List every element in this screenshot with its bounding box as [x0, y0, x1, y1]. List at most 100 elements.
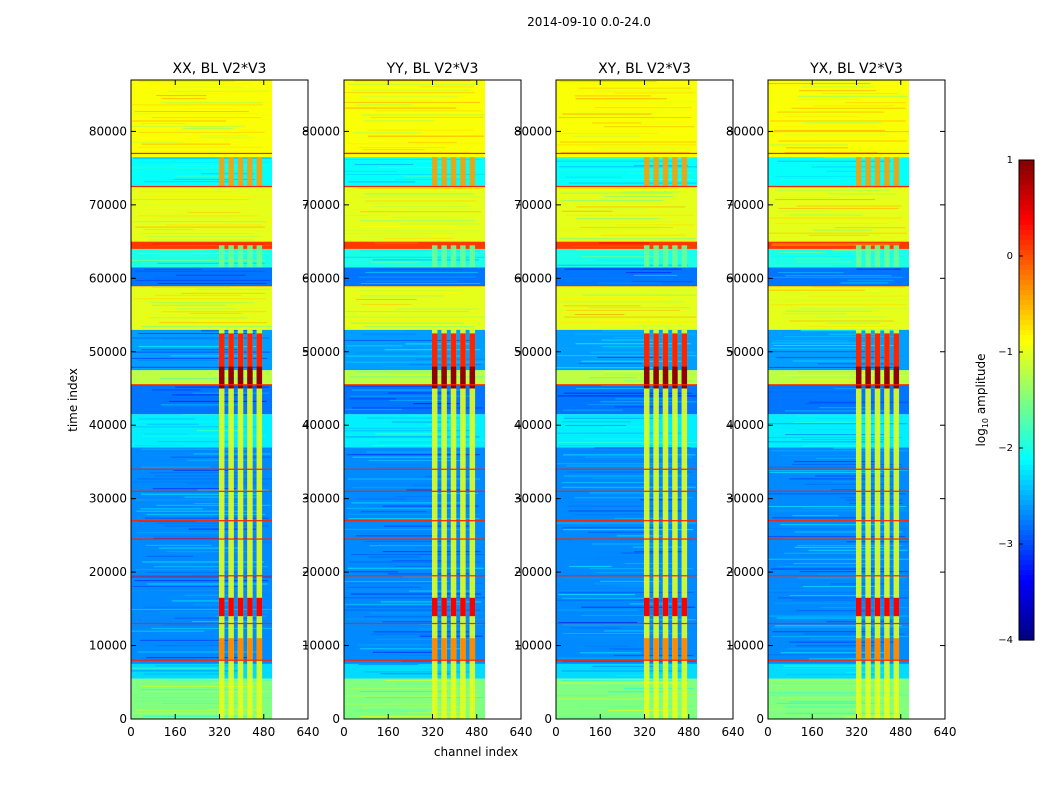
rfi-hot-band [247, 638, 253, 661]
noise-stripe [802, 445, 884, 447]
noise-stripe [602, 346, 677, 348]
colorbar-tick-label: −4 [998, 635, 1013, 646]
noise-stripe [161, 404, 240, 406]
rfi-column-upper [237, 245, 244, 268]
noise-stripe [797, 544, 903, 546]
rfi-column [431, 329, 438, 719]
noise-stripe [558, 682, 680, 684]
noise-stripe [347, 143, 485, 145]
noise-stripe [140, 466, 210, 468]
time-band [768, 80, 910, 158]
noise-stripe [603, 195, 674, 197]
rfi-column-upper [672, 245, 678, 268]
noise-stripe [345, 513, 481, 515]
noise-stripe [158, 547, 242, 549]
noise-stripe [575, 98, 667, 100]
rfi-hot-band [662, 333, 669, 367]
noise-stripe [776, 357, 887, 359]
x-axis-label: channel index [434, 745, 518, 759]
colorbar-segment [1019, 590, 1034, 596]
rfi-column [218, 329, 225, 719]
noise-stripe [585, 208, 645, 210]
noise-stripe [345, 107, 457, 109]
noise-stripe [354, 462, 479, 464]
noise-stripe [365, 696, 485, 698]
rfi-hot-band [865, 638, 871, 661]
noise-stripe [161, 249, 205, 251]
rfi-hot-band [441, 333, 447, 367]
noise-stripe [406, 489, 473, 491]
heatmap-image [344, 80, 486, 719]
colorbar-segment [1019, 270, 1034, 276]
noise-stripe [362, 244, 432, 246]
noise-stripe [170, 355, 259, 357]
noise-stripe [172, 86, 244, 88]
rfi-hot-band [450, 366, 457, 389]
noise-stripe [564, 268, 682, 270]
colorbar-segment [1019, 580, 1034, 586]
noise-stripe [131, 125, 246, 127]
noise-stripe [644, 289, 694, 291]
y-tick-label: 80000 [302, 124, 340, 138]
noise-stripe [351, 554, 484, 556]
rfi-hot-band [441, 597, 447, 617]
noise-stripe [794, 531, 903, 533]
x-tick-label: 640 [510, 725, 533, 739]
noise-stripe [772, 256, 905, 258]
noise-stripe [133, 351, 271, 353]
noise-stripe [140, 689, 241, 691]
noise-stripe [132, 104, 263, 106]
noise-stripe [588, 307, 691, 309]
noise-stripe [779, 375, 908, 377]
noise-stripe [615, 224, 695, 226]
colorbar-segment [1019, 250, 1034, 256]
noise-stripe [346, 233, 454, 235]
noise-stripe [583, 459, 678, 461]
noise-stripe [598, 686, 689, 688]
noise-stripe [374, 242, 419, 244]
y-tick-label: 30000 [514, 492, 552, 506]
rfi-column-upper [218, 245, 225, 268]
flag-line [768, 384, 910, 386]
rfi-hot-band [218, 597, 225, 617]
noise-stripe [812, 105, 895, 107]
colorbar-segment [1019, 550, 1034, 556]
rfi-column-top [855, 157, 862, 187]
noise-stripe [344, 427, 449, 429]
noise-stripe [775, 625, 903, 627]
noise-stripe [576, 206, 686, 208]
noise-stripe [562, 624, 666, 626]
noise-stripe [344, 609, 481, 611]
noise-stripe [138, 418, 196, 420]
noise-stripe [562, 613, 641, 615]
noise-stripe [574, 497, 694, 499]
noise-stripe [771, 244, 891, 246]
noise-stripe [576, 387, 654, 389]
noise-stripe [592, 665, 660, 667]
rfi-hot-band [247, 366, 253, 389]
noise-stripe [396, 683, 468, 685]
rfi-hot-band [681, 333, 688, 367]
noise-stripe [777, 565, 900, 567]
noise-stripe [799, 555, 894, 557]
colorbar-segment [1019, 165, 1034, 171]
noise-stripe [162, 636, 270, 638]
noise-stripe [791, 376, 884, 378]
noise-stripe [568, 83, 660, 85]
noise-stripe [154, 632, 262, 634]
noise-stripe [768, 83, 871, 85]
noise-stripe [568, 510, 684, 512]
rfi-column-top [662, 157, 669, 187]
noise-stripe [136, 709, 260, 711]
rfi-column [884, 329, 890, 719]
noise-stripe [132, 169, 224, 171]
noise-stripe [345, 361, 485, 363]
rfi-column-top [643, 157, 650, 187]
flag-line [344, 490, 486, 492]
noise-stripe [777, 160, 891, 162]
rfi-hot-band [672, 638, 678, 661]
x-tick-label: 320 [208, 725, 231, 739]
colorbar-segment [1019, 595, 1034, 601]
noise-stripe [350, 395, 476, 397]
colorbar-segment [1019, 560, 1034, 566]
